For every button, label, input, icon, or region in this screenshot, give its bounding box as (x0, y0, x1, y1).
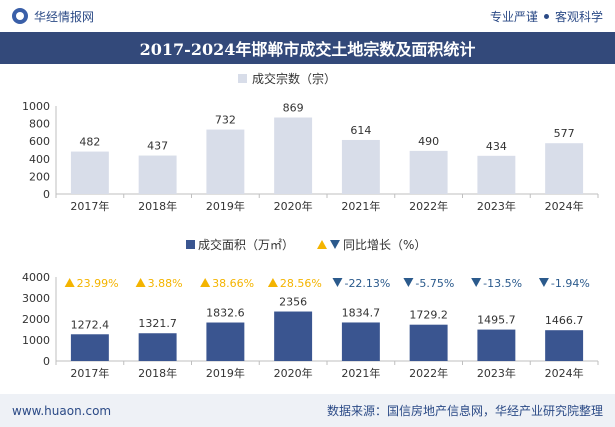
x-tick-label: 2022年 (409, 366, 448, 380)
data-label: 614 (350, 124, 371, 137)
slogan: 专业严谨 客观科学 (490, 8, 603, 25)
growth-label: 28.56% (280, 277, 322, 290)
bar (477, 155, 516, 194)
up-triangle-icon (135, 278, 146, 287)
y-tick-label: 3000 (22, 292, 50, 305)
data-label: 1272.4 (71, 318, 110, 331)
bar (274, 117, 313, 194)
data-label: 1495.7 (477, 314, 516, 327)
legend-label: 同比增长（%） (343, 238, 426, 252)
data-label: 437 (147, 140, 168, 153)
bar (70, 151, 109, 194)
data-label: 2356 (279, 296, 307, 309)
bar (206, 322, 245, 361)
brand-name: 华经情报网 (34, 9, 95, 24)
growth-label: -22.13% (344, 277, 390, 290)
x-tick-label: 2017年 (70, 366, 109, 380)
header-bar: 华经情报网 专业严谨 客观科学 (0, 0, 615, 32)
data-label: 482 (79, 136, 100, 149)
growth-label: 23.99% (77, 277, 119, 290)
down-triangle-icon (538, 278, 549, 287)
y-tick-label: 1000 (22, 100, 50, 113)
x-tick-label: 2020年 (274, 366, 313, 380)
data-label: 732 (215, 114, 236, 127)
growth-label: -1.94% (551, 277, 590, 290)
bar (341, 322, 380, 361)
growth-label: -5.75% (415, 277, 454, 290)
y-tick-label: 0 (43, 355, 50, 368)
footer-bar: www.huaon.com 数据来源：国信房地产信息网，华经产业研究院整理 (0, 394, 615, 427)
down-triangle-icon (330, 240, 340, 249)
data-label: 1834.7 (342, 306, 381, 319)
bar (138, 333, 177, 361)
x-tick-label: 2021年 (341, 199, 380, 213)
bar (409, 324, 448, 361)
growth-label: 38.66% (212, 277, 254, 290)
bar (409, 150, 448, 194)
up-triangle-icon (267, 278, 278, 287)
data-label: 1321.7 (138, 317, 177, 330)
x-tick-label: 2022年 (409, 199, 448, 213)
x-tick-label: 2020年 (274, 199, 313, 213)
bar (477, 329, 516, 361)
x-tick-label: 2018年 (138, 366, 177, 380)
down-triangle-icon (332, 278, 343, 287)
brand[interactable]: 华经情报网 (12, 8, 94, 25)
data-label: 869 (283, 102, 304, 115)
bar (545, 330, 584, 361)
bar (70, 334, 109, 361)
up-triangle-icon (64, 278, 75, 287)
x-tick-label: 2023年 (477, 366, 516, 380)
charts-canvas: 成交宗数（宗） 0 200 400 600 800 1000 482 2017年 437 2018年… (22, 71, 599, 380)
bar (545, 143, 584, 194)
data-source: 数据来源：国信房地产信息网，华经产业研究院整理 (326, 404, 603, 418)
up-triangle-icon (317, 240, 327, 249)
up-triangle-icon (200, 278, 211, 287)
legend-swatch (238, 74, 247, 83)
y-tick-label: 1000 (22, 334, 50, 347)
growth-label: 3.88% (148, 277, 183, 290)
data-label: 1466.7 (545, 314, 584, 327)
down-triangle-icon (403, 278, 414, 287)
data-label: 434 (486, 140, 507, 153)
y-tick-label: 4000 (22, 271, 50, 284)
logo-icon (12, 8, 28, 24)
y-tick-label: 0 (43, 188, 50, 201)
bar (138, 155, 177, 194)
x-tick-label: 2024年 (545, 199, 584, 213)
x-tick-label: 2023年 (477, 199, 516, 213)
bar (274, 311, 313, 361)
x-tick-label: 2019年 (206, 366, 245, 380)
down-triangle-icon (471, 278, 482, 287)
y-tick-label: 200 (29, 170, 50, 183)
data-label: 1729.2 (409, 309, 448, 322)
website-link[interactable]: www.huaon.com (12, 403, 112, 418)
chart-title: 2017-2024年邯郸市成交土地宗数及面积统计 (0, 32, 615, 64)
x-tick-label: 2018年 (138, 199, 177, 213)
data-label: 490 (418, 135, 439, 148)
legend-label: 成交宗数（宗） (252, 71, 336, 86)
x-tick-label: 2021年 (341, 366, 380, 380)
bar (341, 139, 380, 194)
x-tick-label: 2024年 (545, 366, 584, 380)
data-label: 577 (554, 127, 575, 140)
y-tick-label: 600 (29, 135, 50, 148)
x-tick-label: 2019年 (206, 199, 245, 213)
data-label: 1832.6 (206, 307, 245, 320)
bullet-icon (543, 13, 549, 19)
slogan-left: 专业严谨 (489, 9, 538, 24)
y-tick-label: 800 (29, 118, 50, 131)
legend-swatch (186, 240, 195, 249)
legend-label: 成交面积（万㎡） (198, 237, 294, 252)
growth-label: -13.5% (483, 277, 522, 290)
x-tick-label: 2017年 (70, 199, 109, 213)
slogan-right: 客观科学 (554, 9, 603, 24)
y-tick-label: 2000 (22, 313, 50, 326)
y-tick-label: 400 (29, 153, 50, 166)
bar (206, 129, 245, 194)
